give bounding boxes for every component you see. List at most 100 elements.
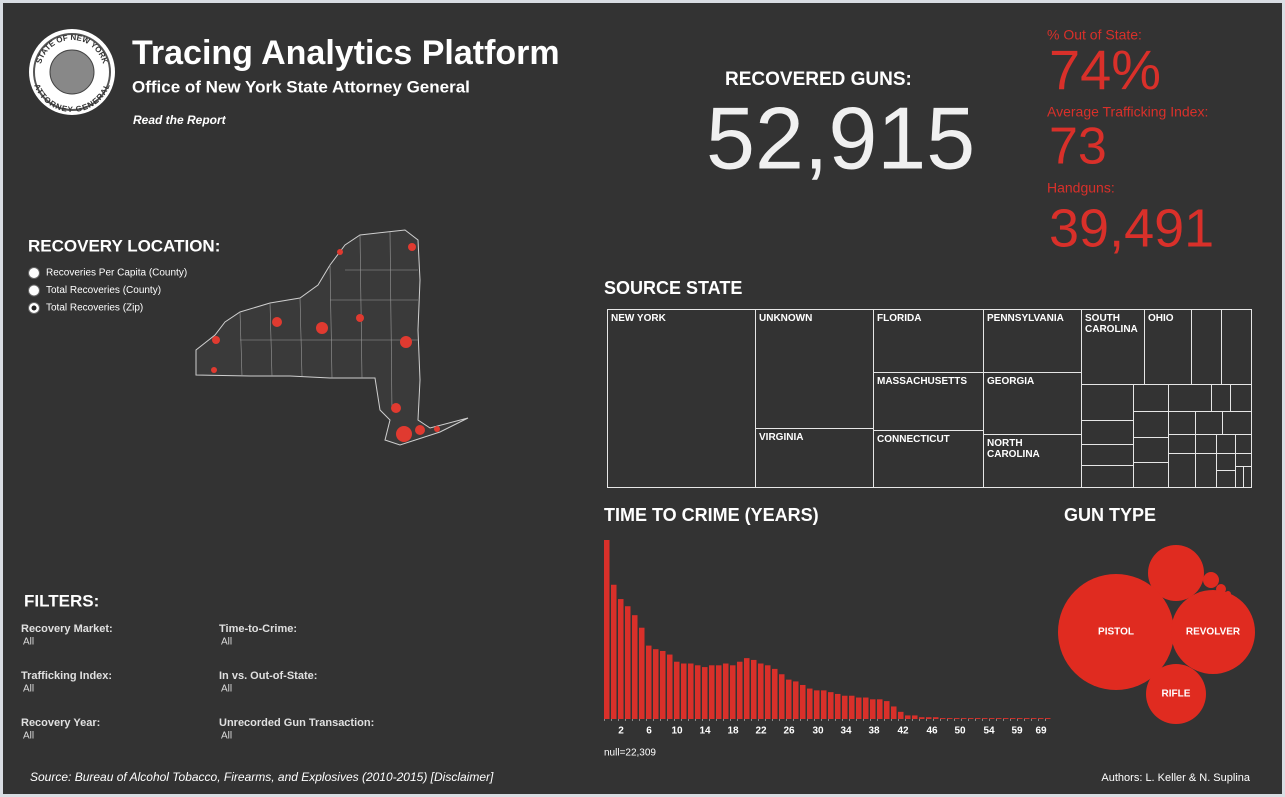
report-link[interactable]: Read the Report xyxy=(133,113,227,127)
bar xyxy=(716,665,722,719)
bar xyxy=(982,718,988,719)
bar xyxy=(849,695,855,719)
x-tick-label: 14 xyxy=(699,726,711,737)
bar xyxy=(884,701,890,719)
x-tick-label: 42 xyxy=(897,726,909,737)
bar xyxy=(786,679,792,719)
filter-value[interactable]: All xyxy=(221,684,232,695)
x-tick-label: 30 xyxy=(812,726,824,737)
bar xyxy=(842,695,848,719)
bar xyxy=(604,540,610,719)
bar xyxy=(968,718,974,719)
kpi-label: Handguns: xyxy=(1047,180,1115,196)
filter-label: Unrecorded Gun Transaction: xyxy=(219,717,374,729)
treemap-cell xyxy=(1168,384,1212,412)
bar xyxy=(961,718,967,719)
bar xyxy=(933,717,939,719)
filter-value[interactable]: All xyxy=(23,731,34,742)
bar xyxy=(611,584,617,719)
radio-dot xyxy=(31,305,37,311)
bar xyxy=(996,718,1002,719)
treemap-cell xyxy=(1211,384,1231,412)
bar xyxy=(765,665,771,719)
kpi-label: % Out of State: xyxy=(1047,27,1142,43)
x-tick-label: 26 xyxy=(783,726,795,737)
bar xyxy=(674,661,680,719)
bubble-label: RIFLE xyxy=(1162,689,1191,700)
bubble-label: PISTOL xyxy=(1098,627,1134,638)
bar xyxy=(751,659,757,719)
treemap-cell xyxy=(1195,434,1217,454)
treemap-cell: MASSACHUSETTS xyxy=(873,372,984,431)
treemap-cell xyxy=(1221,309,1252,385)
bar xyxy=(863,697,869,719)
filter-label: Recovery Year: xyxy=(21,717,100,729)
bar xyxy=(681,663,687,719)
x-tick-label: 2 xyxy=(618,726,624,737)
bar xyxy=(926,717,932,719)
bar xyxy=(835,693,841,719)
treemap-cell: UNKNOWN xyxy=(755,309,874,429)
filter-label: Time-to-Crime: xyxy=(219,623,297,635)
kpi-value: 74% xyxy=(1049,38,1161,101)
x-tick-label: 54 xyxy=(983,726,995,737)
filter-value[interactable]: All xyxy=(23,637,34,648)
bar xyxy=(772,668,778,719)
radio-label[interactable]: Total Recoveries (County) xyxy=(46,285,161,296)
filter-value[interactable]: All xyxy=(221,637,232,648)
treemap-cell xyxy=(1222,411,1252,435)
bar xyxy=(1003,718,1009,719)
filter-label: Recovery Market: xyxy=(21,623,113,635)
x-tick-label: 10 xyxy=(671,726,683,737)
bar xyxy=(646,645,652,719)
treemap-cell: VIRGINIA xyxy=(755,428,874,488)
footer-authors: Authors: L. Keller & N. Suplina xyxy=(1101,772,1250,784)
bubbles xyxy=(1058,545,1255,724)
bar xyxy=(828,692,834,719)
x-tick-label: 69 xyxy=(1035,726,1047,737)
subtitle: Office of New York State Attorney Genera… xyxy=(132,77,470,96)
bar xyxy=(639,627,645,719)
bar xyxy=(744,658,750,719)
radio[interactable] xyxy=(28,284,40,297)
kpi-value: 39,491 xyxy=(1049,198,1214,258)
bar xyxy=(723,663,729,719)
bar xyxy=(898,711,904,719)
treemap-cell: FLORIDA xyxy=(873,309,984,373)
treemap-cell xyxy=(1195,411,1223,435)
bar xyxy=(954,718,960,719)
x-tick-label: 46 xyxy=(926,726,938,737)
treemap-cell: GEORGIA xyxy=(983,372,1082,435)
treemap-cell xyxy=(1081,465,1134,488)
treemap-cell xyxy=(1168,434,1196,454)
treemap-cell xyxy=(1133,437,1169,463)
section-title: GUN TYPE xyxy=(1064,505,1156,525)
bar xyxy=(730,665,736,719)
radio-label[interactable]: Total Recoveries (Zip) xyxy=(46,303,143,314)
treemap-cell xyxy=(1133,411,1169,438)
section-title: TIME TO CRIME (YEARS) xyxy=(604,505,819,525)
bar xyxy=(618,599,624,719)
x-tick-label: 59 xyxy=(1011,726,1023,737)
radio-label[interactable]: Recoveries Per Capita (County) xyxy=(46,268,187,279)
bar xyxy=(870,699,876,719)
bar xyxy=(940,718,946,719)
treemap-cell xyxy=(1235,434,1252,454)
radio[interactable] xyxy=(28,267,40,279)
bar xyxy=(625,606,631,719)
treemap-cell xyxy=(1133,384,1169,412)
bar xyxy=(667,654,673,719)
filter-value[interactable]: All xyxy=(23,684,34,695)
filter-label: Trafficking Index: xyxy=(21,670,112,682)
treemap-cell: OHIO xyxy=(1144,309,1192,385)
bar xyxy=(947,718,953,719)
kpi-value: 52,915 xyxy=(706,88,975,187)
bar xyxy=(632,615,638,719)
bar xyxy=(891,706,897,719)
filter-value[interactable]: All xyxy=(221,731,232,742)
treemap-cell xyxy=(1081,384,1134,421)
kpi-value: 73 xyxy=(1049,118,1107,176)
bar xyxy=(1017,718,1023,719)
filter-label: In vs. Out-of-State: xyxy=(219,670,317,682)
treemap-cell xyxy=(1235,453,1252,467)
